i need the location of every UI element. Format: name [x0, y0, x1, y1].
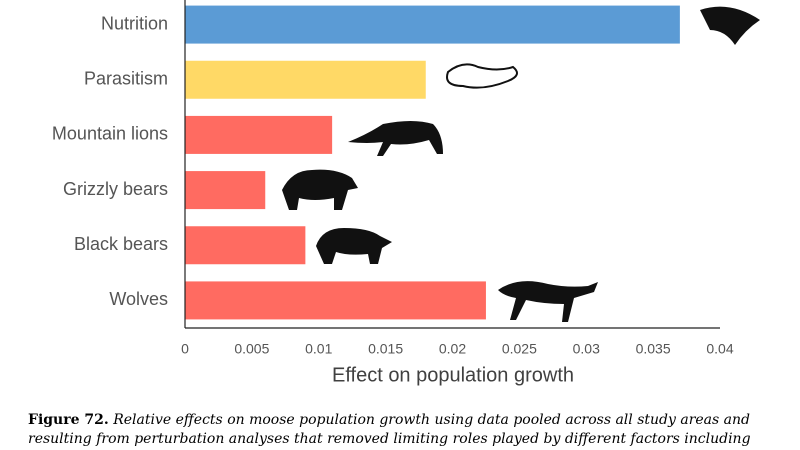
bar [185, 171, 266, 210]
bar [185, 60, 426, 99]
y-tick-label: Grizzly bears [63, 179, 168, 199]
x-tick-label: 0.015 [368, 341, 403, 357]
bar [185, 226, 306, 265]
x-tick-label: 0.035 [636, 341, 671, 357]
caption: Figure 72. Relative effects on moose pop… [28, 411, 778, 450]
caption-text: Relative effects on moose population gro… [28, 412, 751, 447]
silhouettes [282, 6, 760, 322]
grizzly-icon [282, 169, 358, 210]
lion-icon [348, 121, 443, 156]
y-tick-label: Mountain lions [52, 124, 168, 144]
bar [185, 5, 680, 44]
chart: Wolves Black bears Grizzly bears Mountain l… [52, 0, 760, 386]
y-tick-label: Nutrition [101, 13, 168, 33]
parasite-icon [446, 63, 518, 89]
x-tick-label: 0.04 [706, 341, 733, 357]
branch-icon [700, 6, 760, 45]
y-tick-label: Black bears [74, 234, 168, 254]
black-bear-icon [316, 228, 392, 264]
x-tick-label: 0.005 [234, 341, 269, 357]
bar [185, 115, 333, 154]
x-tick-label: 0.02 [439, 341, 466, 357]
bar [185, 281, 486, 320]
y-tick-label: Parasitism [84, 69, 168, 89]
y-tick-label: Wolves [109, 289, 168, 309]
x-tick-label: 0.01 [305, 341, 332, 357]
x-tick-label: 0.03 [573, 341, 600, 357]
wolf-icon [498, 281, 598, 322]
x-tick-label: 0 [181, 341, 189, 357]
x-axis-title: Effect on population growth [332, 364, 574, 386]
x-tick-label: 0.025 [502, 341, 537, 357]
caption-label: Figure 72. [28, 412, 109, 428]
